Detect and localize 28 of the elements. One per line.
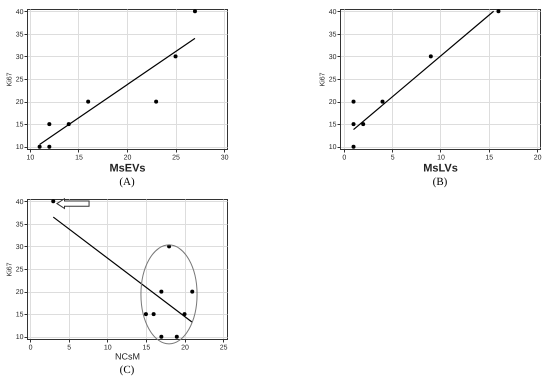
point (190, 290, 194, 294)
point (159, 290, 164, 294)
text: (C) (120, 364, 135, 376)
x-axis-title: MsLVs (423, 162, 458, 174)
point (182, 312, 187, 316)
point (352, 122, 356, 126)
x-axis-title: NCsM (115, 352, 140, 362)
text: (B) (432, 176, 448, 188)
point (174, 334, 179, 339)
point (159, 334, 164, 339)
point (352, 100, 356, 104)
point (361, 122, 366, 126)
point (154, 100, 158, 104)
x-axis-title: MsEVs (109, 162, 146, 174)
point (174, 54, 178, 58)
text: (A) (119, 176, 135, 188)
point (428, 54, 433, 58)
point (51, 199, 56, 204)
point (496, 9, 500, 14)
point (38, 144, 42, 149)
point (144, 312, 148, 316)
point (47, 144, 52, 149)
point (86, 100, 90, 104)
point (192, 9, 197, 14)
point (352, 144, 356, 149)
point (380, 100, 385, 104)
point (152, 312, 156, 316)
point (47, 122, 52, 126)
